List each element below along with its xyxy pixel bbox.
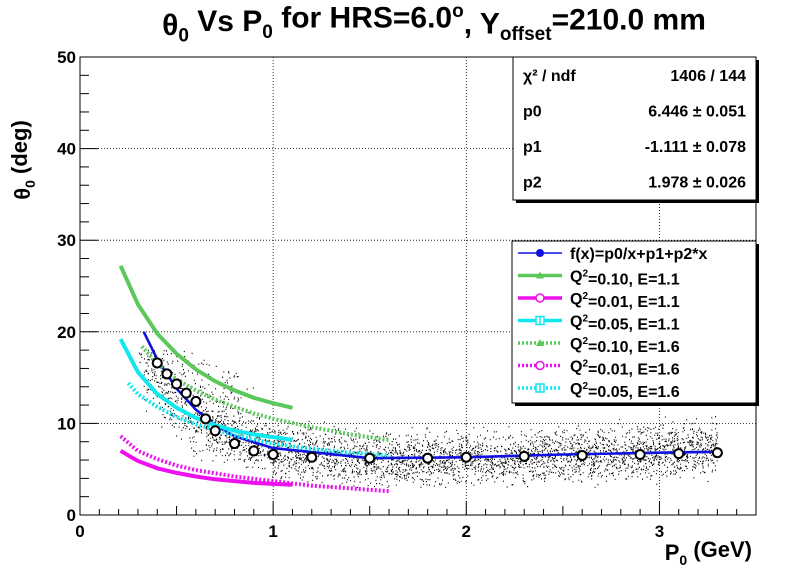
x-tick-label: 0: [75, 522, 84, 541]
profile-marker: [248, 445, 260, 457]
y-tick-label: 20: [57, 323, 76, 342]
legend-label: Q2=0.10, E=1.6: [570, 336, 680, 356]
x-tick-label: 3: [655, 522, 664, 541]
profile-marker: [161, 368, 173, 380]
legend-label: Q2=0.10, E=1.1: [570, 269, 680, 289]
series-curve: [140, 345, 390, 442]
legend-label: Q2=0.05, E=1.6: [570, 381, 680, 401]
legend-label: Q2=0.01, E=1.1: [570, 291, 680, 311]
stats-row-label: p1: [523, 139, 542, 156]
stats-row-label: χ² / ndf: [523, 68, 576, 85]
stats-box-frame: [512, 56, 757, 201]
series-curve: [118, 264, 293, 410]
y-tick-label: 30: [57, 231, 76, 250]
profile-marker: [267, 449, 279, 461]
profile-marker: [209, 425, 221, 437]
stats-row-value: 6.446 ± 0.051: [648, 104, 746, 121]
y-axis-label: θ0 (deg): [7, 120, 38, 200]
profile-marker: [460, 451, 472, 463]
profile-marker: [711, 447, 723, 459]
profile-marker: [151, 357, 163, 369]
profile-marker: [576, 449, 588, 461]
profile-marker: [200, 413, 212, 425]
profile-marker: [364, 452, 376, 464]
stats-row-value: 1.978 ± 0.026: [648, 175, 746, 192]
legend-label: Q2=0.05, E=1.1: [570, 314, 680, 334]
fit-statistics-box: χ² / ndf 1406 / 144 p0 6.446 ± 0.051 p1 -1.11…: [512, 56, 759, 203]
profile-marker: [229, 438, 241, 450]
profile-marker: [171, 378, 183, 390]
stats-row-label: p2: [523, 175, 542, 192]
series-curve: [119, 434, 390, 494]
profile-marker: [518, 450, 530, 462]
profile-markers: [151, 357, 723, 464]
legend-label: Q2=0.01, E=1.6: [570, 359, 680, 379]
y-tick-label: 50: [57, 48, 76, 67]
x-axis-label: P0 (GeV): [665, 537, 752, 568]
legend-marker: [536, 249, 544, 257]
profile-marker: [190, 395, 202, 407]
stats-row-label: p0: [523, 104, 542, 121]
legend: f(x)=p0/x+p1+p2*xQ2=0.10, E=1.1Q2=0.01, …: [511, 240, 759, 406]
profile-marker: [634, 449, 646, 461]
y-tick-label: 40: [57, 140, 76, 159]
x-tick-label: 1: [268, 522, 277, 541]
stats-row-value: 1406 / 144: [670, 68, 746, 85]
profile-marker: [422, 452, 434, 464]
legend-marker: [536, 271, 544, 279]
legend-label: f(x)=p0/x+p1+p2*x: [570, 246, 708, 263]
x-tick-label: 2: [462, 522, 471, 541]
legend-marker: [535, 293, 545, 303]
y-tick-label: 10: [57, 414, 76, 433]
profile-marker: [306, 451, 318, 463]
profile-marker: [673, 448, 685, 460]
stats-row-value: -1.111 ± 0.078: [645, 139, 746, 156]
y-tick-label: 0: [67, 506, 76, 525]
legend-marker: [535, 360, 545, 371]
profile-marker: [180, 387, 192, 399]
legend-marker: [536, 339, 544, 346]
series-curve: [119, 449, 293, 487]
chart-title: θ0 Vs P0 for HRS=6.0o, Yoffset=210.0 mm: [162, 1, 706, 47]
